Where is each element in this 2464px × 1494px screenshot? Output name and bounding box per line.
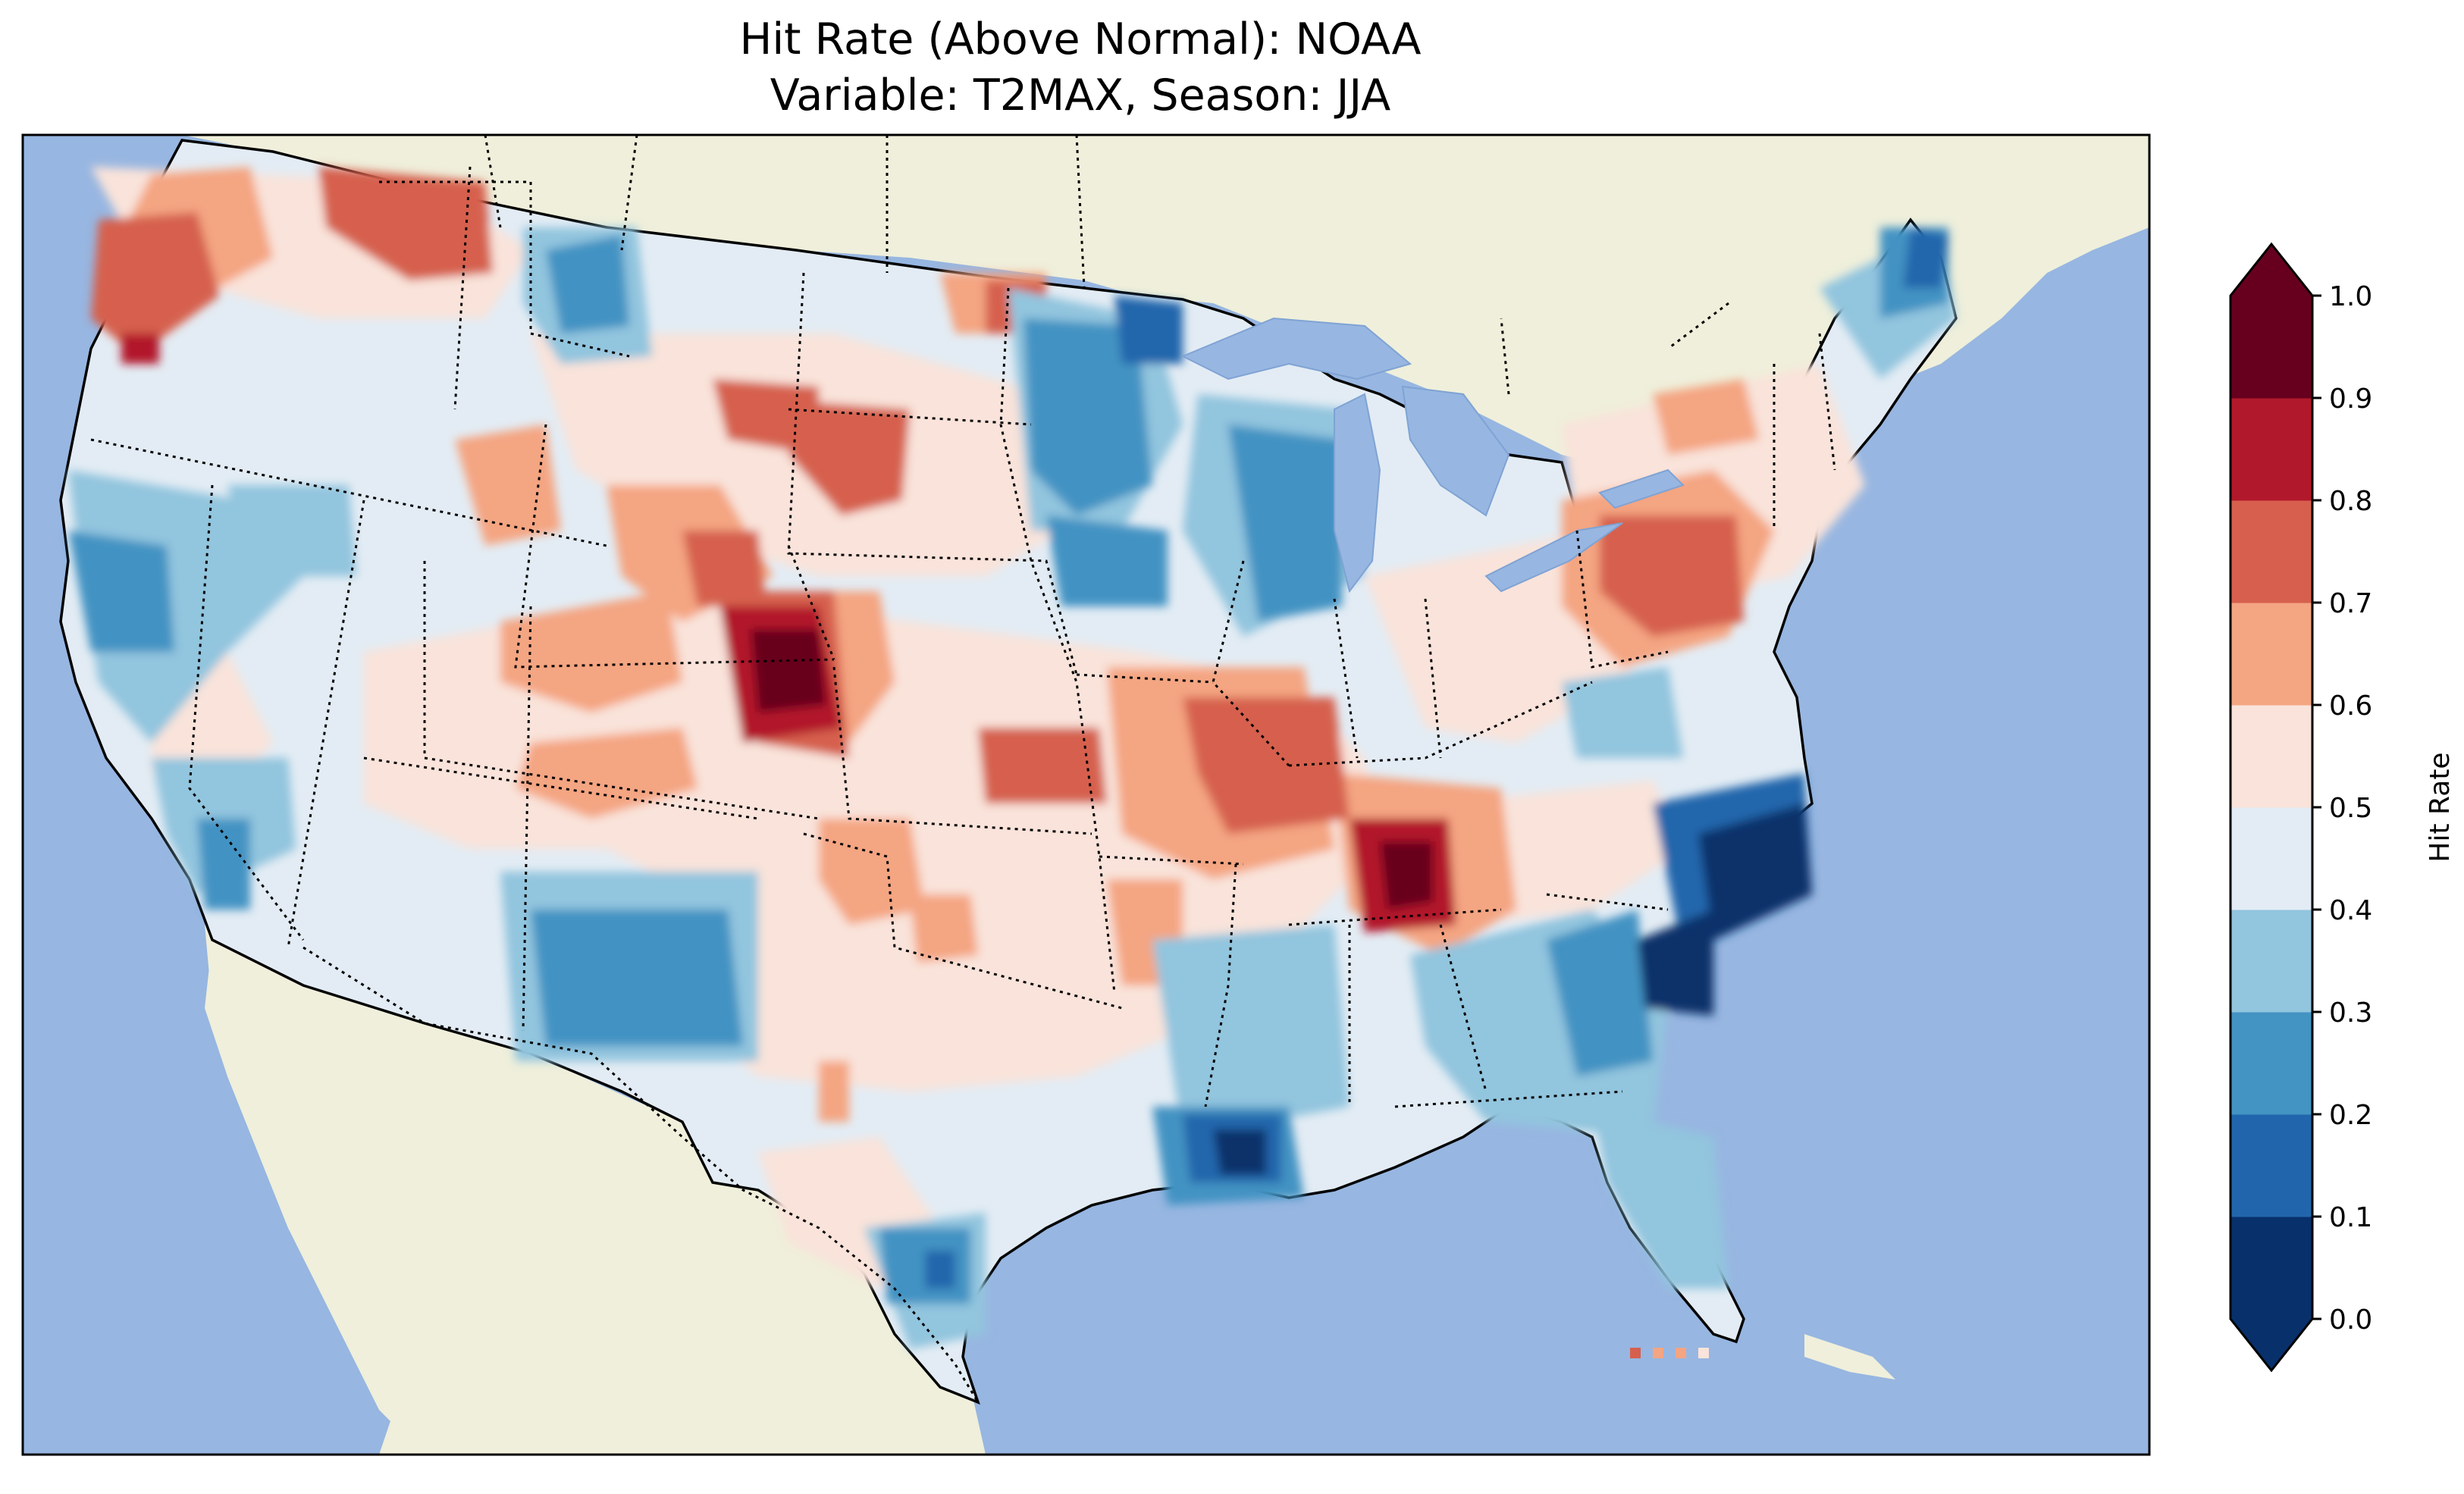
chart-subtitle: Variable: T2MAX, Season: JJA [770, 70, 1391, 121]
region-070-080 [91, 212, 220, 356]
region-060-070 [819, 819, 925, 925]
region-030-040 [1152, 925, 1350, 1137]
region-070-080 [318, 167, 493, 280]
region-020-030 [531, 910, 743, 1046]
map-area [23, 135, 2149, 1455]
colorbar-bin [2230, 398, 2312, 501]
region-000-010 [1213, 1129, 1266, 1175]
region-020-030 [546, 235, 629, 334]
colorbar-tick-label: 0.4 [2329, 895, 2372, 926]
region-020-030 [68, 531, 174, 652]
canada-border-lines [484, 135, 1729, 395]
colorbar-tick-label: 0.2 [2329, 1100, 2372, 1131]
colorbar-ticks: 0.0 0.1 0.2 0.3 0.4 0.5 0.6 0.7 0.8 0.9 1.0 [2312, 281, 2372, 1336]
region-090-100 [751, 629, 826, 713]
lake-michigan [1334, 393, 1381, 594]
colorbar-bin [2230, 807, 2312, 910]
region-030-040 [1562, 667, 1683, 758]
lake-huron [1401, 385, 1510, 517]
state-borders [90, 166, 1836, 1108]
region-020-030 [1547, 910, 1653, 1076]
region-000-010 [1638, 910, 1713, 1016]
region-070-080 [713, 379, 819, 455]
region-020-030 [1228, 424, 1342, 622]
region-020-030 [1024, 318, 1152, 515]
lake-superior [1180, 317, 1412, 381]
colorbar-tick-label: 0.7 [2329, 588, 2372, 619]
region-030-040 [227, 485, 356, 576]
land-cuba [1804, 1334, 1895, 1380]
colorbar-bin [2230, 1012, 2312, 1115]
colorbar-bin [2230, 296, 2312, 399]
region-070-080 [1183, 697, 1350, 834]
land-mexico [205, 925, 986, 1455]
colorbar-bin [2230, 1217, 2312, 1320]
map-frame [21, 133, 2151, 1456]
region-030-040 [1592, 1107, 1729, 1289]
colorbar-tick-label: 0.8 [2329, 486, 2372, 517]
region-070-080 [978, 728, 1107, 803]
colorbar-tick-label: 1.0 [2329, 281, 2372, 312]
region-010-020 [925, 1251, 955, 1289]
region-070-080 [788, 402, 910, 515]
region-090-100 [1380, 841, 1433, 910]
colorbar-bin [2230, 910, 2312, 1013]
colorbar-bin [2230, 500, 2312, 603]
land-baja [205, 940, 425, 1440]
lake-ontario [1598, 468, 1685, 509]
colorbar-label: Hit Rate [2425, 752, 2456, 862]
region-020-030 [1046, 515, 1168, 606]
colorbar-bin [2230, 603, 2312, 706]
country-border [303, 946, 980, 1403]
region-080-090 [121, 334, 159, 364]
region-010-020 [1114, 296, 1183, 364]
colorbar-tick-label: 0.1 [2329, 1202, 2372, 1233]
colorbar-bins [2230, 296, 2312, 1320]
keys [1630, 1348, 1709, 1358]
region-060-070 [500, 591, 682, 713]
colorbar-tick-label: 0.3 [2329, 998, 2372, 1029]
colorbar-bin [2230, 705, 2312, 808]
region-060-070 [516, 728, 698, 819]
colorbar-tick-label: 0.5 [2329, 793, 2372, 824]
colorbar-tick-label: 0.9 [2329, 384, 2372, 415]
region-060-070 [1653, 379, 1759, 455]
data-field [68, 167, 1956, 1349]
colorbar-bin [2230, 1114, 2312, 1217]
region-020-030 [197, 819, 250, 910]
colorbar-tick-label: 0.6 [2329, 691, 2372, 722]
colorbar-extend-low [2230, 1319, 2312, 1370]
region-060-070 [819, 1061, 849, 1122]
colorbar-extend-high [2230, 244, 2312, 296]
colorbar-tick-label: 0.0 [2329, 1305, 2372, 1336]
chart-title: Hit Rate (Above Normal): NOAA [739, 14, 1422, 64]
colorbar: 0.0 0.1 0.2 0.3 0.4 0.5 0.6 0.7 0.8 0.9 1.0 Hit Ra… [2229, 242, 2456, 1373]
region-060-070 [910, 894, 978, 963]
region-070-080 [1600, 515, 1744, 637]
region-000-010 [1698, 803, 1812, 940]
region-010-020 [1903, 227, 1948, 288]
lake-erie [1484, 522, 1623, 593]
great-lakes [1180, 317, 1685, 594]
region-070-080 [682, 531, 766, 606]
